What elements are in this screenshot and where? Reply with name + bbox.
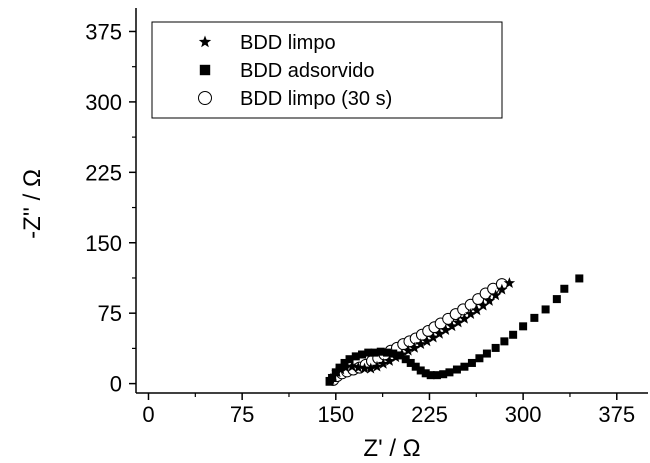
data-point — [496, 283, 508, 295]
legend-marker — [198, 35, 212, 48]
data-point — [489, 289, 502, 301]
x-tick-label: 300 — [505, 402, 542, 427]
x-axis-title: Z' / Ω — [363, 435, 420, 462]
x-tick-label: 375 — [598, 402, 635, 427]
data-point — [390, 351, 402, 363]
data-point — [503, 277, 516, 288]
data-point — [351, 352, 360, 361]
data-point — [371, 360, 383, 372]
data-point — [439, 370, 448, 379]
data-point — [358, 350, 367, 359]
legend-label: BDD limpo — [240, 32, 336, 54]
data-point — [439, 324, 452, 335]
data-point — [327, 370, 340, 381]
data-point — [483, 294, 496, 306]
data-point — [458, 312, 471, 324]
y-axis-title: -Z'' / Ω — [19, 169, 46, 239]
data-point — [477, 299, 489, 311]
data-point — [509, 330, 518, 339]
data-point — [475, 354, 484, 363]
data-marks — [325, 274, 584, 386]
x-tick-label: 0 — [142, 402, 154, 427]
data-point — [452, 316, 464, 328]
data-point — [411, 362, 420, 371]
data-point — [471, 304, 483, 316]
data-point — [416, 366, 425, 375]
data-point — [445, 368, 454, 377]
data-point — [358, 362, 371, 374]
data-point — [396, 348, 408, 360]
y-tick-label: 300 — [85, 90, 122, 115]
data-point — [401, 355, 410, 364]
data-point — [464, 308, 477, 319]
data-point — [331, 366, 343, 378]
data-point — [383, 348, 392, 357]
data-point — [530, 313, 539, 322]
axes — [135, 8, 648, 394]
y-tick-label: 225 — [85, 160, 122, 185]
ticks: 0 75 150 225 300 375 0 75 150 225 300 375 — [85, 19, 635, 427]
legend: BDD limpo BDD adsorvido BDD limpo (30 s) — [151, 21, 503, 119]
data-point — [426, 371, 435, 380]
legend-marker — [198, 91, 212, 105]
y-tick-label: 0 — [110, 372, 122, 397]
data-point — [467, 358, 476, 367]
data-point — [335, 363, 347, 375]
x-tick-label: 225 — [411, 402, 448, 427]
x-tick-label: 150 — [317, 402, 354, 427]
y-tick-label: 375 — [85, 19, 122, 44]
data-point — [500, 337, 509, 346]
data-point — [541, 305, 550, 314]
legend-marker — [199, 64, 211, 76]
data-point — [365, 362, 377, 374]
data-point — [427, 331, 439, 343]
data-point — [340, 358, 349, 367]
data-point — [452, 365, 461, 374]
data-point — [421, 369, 430, 378]
data-point — [446, 320, 458, 332]
data-point — [345, 355, 354, 364]
data-point — [370, 348, 379, 357]
data-point — [432, 371, 441, 380]
data-point — [575, 274, 584, 283]
data-point — [377, 357, 389, 369]
data-point — [406, 358, 415, 367]
legend-label: BDD adsorvido — [240, 60, 375, 82]
data-point — [460, 362, 469, 371]
data-point — [389, 349, 398, 358]
data-point — [560, 284, 569, 293]
data-point — [340, 361, 352, 373]
data-point — [346, 360, 358, 372]
data-point — [421, 335, 433, 347]
x-tick-label: 75 — [230, 402, 254, 427]
data-point — [408, 341, 421, 353]
data-point — [383, 355, 396, 366]
data-point — [402, 344, 414, 356]
legend-label: BDD limpo (30 s) — [240, 88, 392, 110]
data-point — [433, 327, 446, 339]
data-point — [491, 343, 500, 352]
y-tick-label: 150 — [85, 231, 122, 256]
data-point — [415, 338, 427, 350]
y-tick-label: 75 — [98, 301, 122, 326]
data-point — [482, 349, 491, 358]
data-point — [552, 295, 561, 304]
data-point — [364, 348, 373, 357]
data-point — [519, 322, 528, 331]
data-point — [352, 361, 364, 373]
data-point — [376, 347, 385, 356]
